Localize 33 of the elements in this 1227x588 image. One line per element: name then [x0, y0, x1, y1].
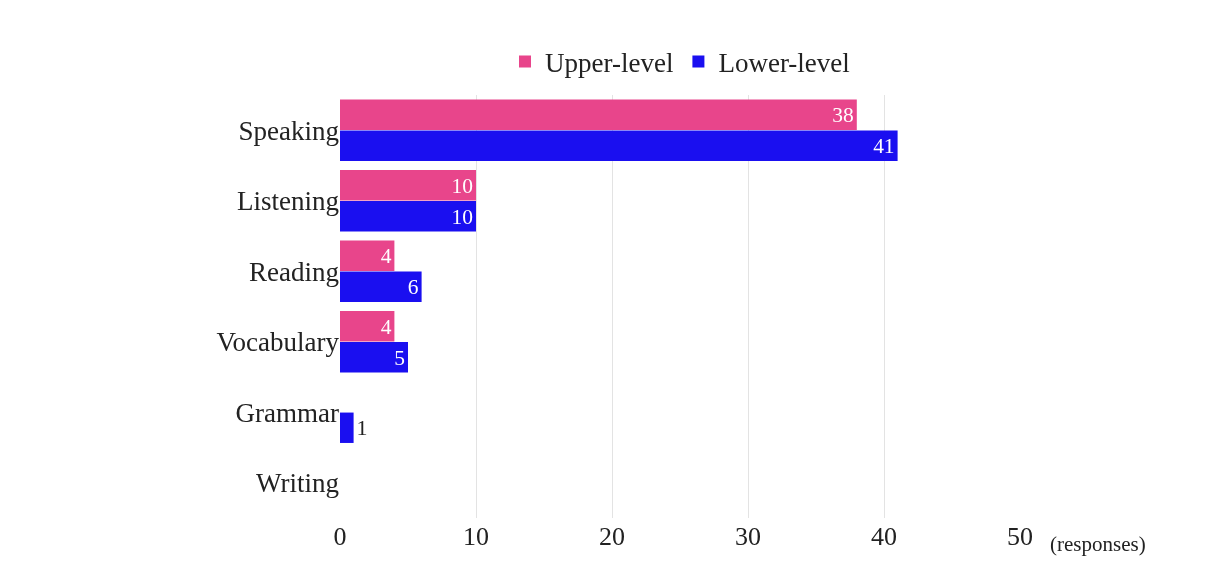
data-label: 6 — [407, 275, 419, 300]
y-tick-label: Speaking — [238, 115, 339, 146]
data-label: 4 — [380, 314, 392, 339]
bar — [340, 271, 422, 302]
x-tick-label: 50 — [1007, 522, 1033, 551]
data-label: 38 — [832, 103, 854, 128]
bar — [340, 311, 395, 342]
bar — [340, 201, 476, 232]
bar — [340, 342, 408, 373]
bar — [340, 240, 395, 271]
x-axis-title: (responses) — [1050, 532, 1146, 556]
legend-label: Lower-level — [718, 48, 850, 79]
y-tick-label: Reading — [249, 256, 339, 287]
x-tick-label: 0 — [333, 522, 347, 551]
legend-label: Upper-level — [545, 48, 674, 79]
x-tick-label: 20 — [599, 522, 625, 551]
data-label: 41 — [873, 134, 895, 159]
data-label: 1 — [356, 415, 368, 441]
data-label: 10 — [451, 204, 473, 229]
y-tick-label: Vocabulary — [216, 327, 340, 358]
y-tick-label: Listening — [237, 186, 339, 217]
y-tick-label: Grammar — [235, 397, 340, 428]
bar — [340, 130, 898, 161]
data-label: 10 — [451, 173, 473, 198]
bar — [340, 99, 857, 130]
bar — [340, 170, 476, 201]
x-tick-label: 30 — [735, 522, 761, 551]
data-label: 5 — [394, 345, 405, 370]
x-tick-label: 40 — [871, 522, 897, 551]
bar — [340, 412, 354, 443]
y-tick-label: Writing — [256, 468, 339, 499]
data-label: 4 — [380, 244, 392, 269]
x-tick-label: 10 — [463, 522, 489, 551]
